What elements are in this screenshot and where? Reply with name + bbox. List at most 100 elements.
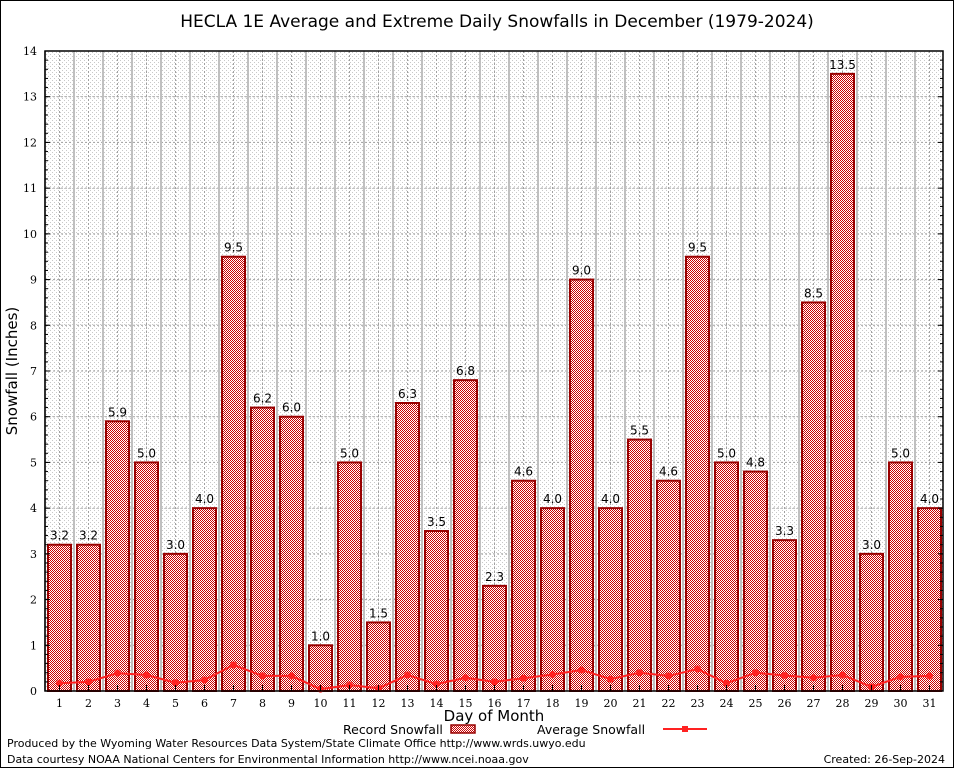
bar-label-day-14: 3.5 [427,515,446,529]
x-tick-label: 7 [230,697,237,710]
bar-day-19 [569,278,594,692]
bar-label-day-1: 3.2 [50,529,69,543]
y-tick-label: 0 [30,685,37,698]
x-tick-label: 10 [314,697,328,710]
bar-label-day-17: 4.6 [514,465,533,479]
chart-title: HECLA 1E Average and Extreme Daily Snowf… [180,12,814,32]
bar-day-22 [656,479,681,693]
average-point-day-27 [810,674,817,682]
bar-day-6 [192,507,217,692]
bar-day-21 [627,438,652,693]
y-axis-label: Snowfall (Inches) [3,307,21,435]
legend: Record Snowfall Average Snowfall [343,722,707,737]
average-point-day-24 [723,679,730,687]
x-tick-label: 4 [143,697,150,710]
bar-label-day-29: 3.0 [862,538,881,552]
average-point-day-26 [781,671,788,679]
bars [47,72,942,693]
x-tick-label: 11 [343,697,357,710]
legend-record-swatch [450,724,476,734]
x-tick-label: 24 [720,697,734,710]
bar-day-24 [714,461,739,692]
average-point-day-14 [433,680,440,688]
x-tick-label: 8 [259,697,266,710]
bar-label-day-18: 4.0 [543,492,562,506]
average-point-day-8 [259,672,266,680]
average-point-day-7 [230,661,237,669]
y-tick-label: 9 [30,274,37,287]
x-tick-label: 23 [691,697,705,710]
bar-day-13 [395,402,420,692]
bar-label-day-12: 1.5 [369,606,388,620]
y-tick-label: 7 [30,365,37,378]
x-tick-label: 26 [778,697,792,710]
average-point-day-2 [85,678,92,686]
average-point-day-31 [926,672,933,680]
average-point-day-5 [172,679,179,687]
x-tick-label: 27 [807,697,821,710]
bar-day-23 [685,255,710,692]
average-point-day-17 [520,674,527,682]
y-tick-label: 5 [30,456,37,469]
y-tick-label: 1 [30,639,37,652]
bar-label-day-6: 4.0 [195,492,214,506]
bar-label-day-31: 4.0 [920,492,939,506]
bar-label-day-4: 5.0 [137,446,156,460]
average-point-day-15 [462,674,469,682]
bar-label-day-2: 3.2 [79,529,98,543]
x-tick-label: 14 [430,697,444,710]
bar-label-day-3: 5.9 [108,405,127,419]
bar-label-day-27: 8.5 [804,286,823,300]
bar-labels: 3.2 3.2 5.9 5.0 3.0 4.0 9.5 6.2 6.0 1.0 5.0 1.5 6.3 3… [50,58,939,643]
average-point-day-16 [491,678,498,686]
y-tick-label: 3 [30,548,37,561]
average-point-day-30 [897,673,904,681]
bar-label-day-5: 3.0 [166,538,185,552]
y-tick-label: 12 [23,136,37,149]
bar-day-17 [511,479,536,693]
y-tick-label: 11 [23,182,37,195]
bar-label-day-25: 4.8 [746,456,765,470]
average-point-day-25 [752,669,759,677]
bar-day-20 [598,507,623,692]
legend-average-label: Average Snowfall [537,722,645,737]
y-tick-label: 4 [30,502,37,515]
average-point-day-1 [56,679,63,687]
x-tick-label: 3 [114,697,121,710]
average-point-day-19 [578,666,585,674]
bar-label-day-22: 4.6 [659,465,678,479]
average-point-day-28 [839,671,846,679]
bar-day-25 [743,470,768,693]
average-point-day-4 [143,671,150,679]
bar-label-day-16: 2.3 [485,570,504,584]
x-tick-label: 30 [894,697,908,710]
average-line [56,661,933,693]
x-tick-label: 17 [517,697,531,710]
x-tick-label: 31 [923,697,937,710]
bar-label-day-15: 6.8 [456,364,475,378]
x-tick-label: 6 [201,697,208,710]
bar-day-29 [859,552,884,692]
average-point-day-21 [636,669,643,677]
y-tick-label: 2 [30,594,37,607]
bar-day-31 [917,507,942,692]
average-point-day-20 [607,675,614,683]
footer-created: Created: 26-Sep-2024 [824,753,945,766]
bar-label-day-21: 5.5 [630,424,649,438]
bar-day-30 [888,461,913,692]
y-tick-label: 6 [30,411,37,424]
average-point-day-6 [201,676,208,684]
average-point-day-13 [404,671,411,679]
y-tick-label: 10 [23,228,37,241]
bar-day-26 [772,539,797,693]
x-tick-label: 15 [459,697,473,710]
footer-produced-by: Produced by the Wyoming Water Resources … [7,737,586,750]
bar-day-9 [279,415,304,692]
bar-label-day-11: 5.0 [340,446,359,460]
bar-label-day-19: 9.0 [572,264,591,278]
bar-day-11 [337,461,362,692]
bar-day-1 [47,543,72,693]
x-tick-label: 18 [546,697,560,710]
bar-day-18 [540,507,565,692]
